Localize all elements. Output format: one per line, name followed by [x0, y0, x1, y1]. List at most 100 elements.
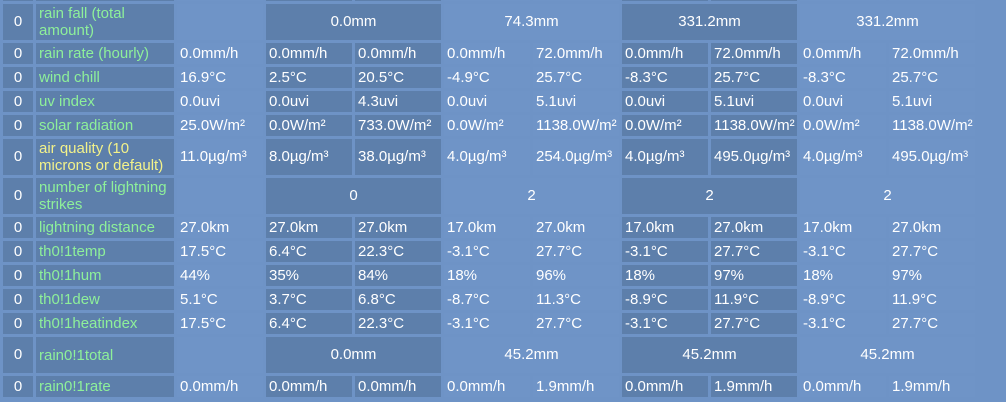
merged-value-cell: 2	[444, 178, 619, 214]
value-cell: 35%	[266, 265, 352, 286]
value-cell	[889, 0, 975, 1]
value-cell: 17.0km	[444, 217, 530, 238]
value-cell: 6.4°C	[266, 313, 352, 334]
value-cell: 22.3°C	[355, 241, 441, 262]
value-cell: -8.9°C	[800, 289, 886, 310]
value-cell: 0.0mm/h	[444, 376, 530, 397]
value-cell: 0.0mm/h	[177, 43, 263, 64]
value-cell: 4.0µg/m³	[444, 139, 530, 175]
value-cell: 0.0W/m²	[622, 115, 708, 136]
table-row: 0 wind chill 16.9°C 2.5°C 20.5°C -4.9°C 25.7°C…	[3, 67, 975, 88]
value-cell: 17.0km	[622, 217, 708, 238]
value-cell: 11.9°C	[889, 289, 975, 310]
value-cell: 18%	[444, 265, 530, 286]
value-cell: 0.0mm/h	[800, 43, 886, 64]
value-cell: 27.7°C	[889, 241, 975, 262]
value-cell: 11.9°C	[711, 289, 797, 310]
value-cell	[177, 4, 263, 40]
value-cell: 38.0µg/m³	[355, 139, 441, 175]
row-label: air quality (10 microns or default)	[36, 139, 174, 175]
row-index	[3, 0, 33, 1]
merged-value-cell: 0	[266, 178, 441, 214]
row-index: 0	[3, 241, 33, 262]
value-cell: 8.0µg/m³	[266, 139, 352, 175]
value-cell	[622, 0, 708, 1]
value-cell: 72.0mm/h	[711, 43, 797, 64]
value-cell: 2.5°C	[266, 67, 352, 88]
value-cell: 0.0uvi	[800, 91, 886, 112]
row-label: rain0!1rate	[36, 376, 174, 397]
value-cell: 0.0W/m²	[266, 115, 352, 136]
table-row: 0 air quality (10 microns or default) 11.0…	[3, 139, 975, 175]
value-cell: 1.9mm/h	[889, 376, 975, 397]
value-cell: -8.3°C	[800, 67, 886, 88]
value-cell: -3.1°C	[622, 313, 708, 334]
value-cell: -3.1°C	[800, 313, 886, 334]
value-cell: 17.5°C	[177, 313, 263, 334]
value-cell: 733.0W/m²	[355, 115, 441, 136]
value-cell: 0.0uvi	[177, 91, 263, 112]
table-row: 0 rain rate (hourly) 0.0mm/h 0.0mm/h 0.0mm/h…	[3, 43, 975, 64]
merged-value-cell: 331.2mm	[800, 4, 975, 40]
row-index: 0	[3, 115, 33, 136]
value-cell: 0.0uvi	[266, 91, 352, 112]
value-cell: 18%	[622, 265, 708, 286]
value-cell: 3.7°C	[266, 289, 352, 310]
value-cell: 16.9°C	[177, 67, 263, 88]
value-cell: -8.3°C	[622, 67, 708, 88]
merged-value-cell: 331.2mm	[622, 4, 797, 40]
row-index: 0	[3, 265, 33, 286]
row-label: rain rate (hourly)	[36, 43, 174, 64]
value-cell: 25.7°C	[533, 67, 619, 88]
value-cell	[711, 0, 797, 1]
value-cell: 1138.0W/m²	[889, 115, 975, 136]
value-cell: 27.0km	[533, 217, 619, 238]
value-cell: 0.0mm/h	[355, 43, 441, 64]
value-cell: 0.0mm/h	[177, 376, 263, 397]
value-cell	[177, 178, 263, 214]
value-cell: 5.1uvi	[889, 91, 975, 112]
value-cell: 11.0µg/m³	[177, 139, 263, 175]
merged-value-cell: 0.0mm	[266, 4, 441, 40]
value-cell: 0.0mm/h	[800, 376, 886, 397]
merged-value-cell: 45.2mm	[622, 337, 797, 373]
value-cell: 6.4°C	[266, 241, 352, 262]
row-label: rain0!1total	[36, 337, 174, 373]
merged-value-cell: 2	[800, 178, 975, 214]
value-cell: -3.1°C	[444, 241, 530, 262]
table-row: 0 number of lightning strikes 0 2 2 2	[3, 178, 975, 214]
value-cell: 0.0uvi	[622, 91, 708, 112]
table-row: 0 lightning distance 27.0km 27.0km 27.0km 17.…	[3, 217, 975, 238]
row-index: 0	[3, 337, 33, 373]
table-row: 0 uv index 0.0uvi 0.0uvi 4.3uvi 0.0uvi 5.1uvi 0…	[3, 91, 975, 112]
value-cell: 97%	[711, 265, 797, 286]
value-cell: 0.0mm/h	[622, 376, 708, 397]
value-cell: 20.5°C	[355, 67, 441, 88]
value-cell: 1138.0W/m²	[711, 115, 797, 136]
value-cell: 0.0W/m²	[800, 115, 886, 136]
table-row: 0 th0!1heatindex 17.5°C 6.4°C 22.3°C -3.1°C 27…	[3, 313, 975, 334]
value-cell: 1.9mm/h	[533, 376, 619, 397]
value-cell: 25.7°C	[889, 67, 975, 88]
value-cell: 4.3uvi	[355, 91, 441, 112]
row-index: 0	[3, 289, 33, 310]
value-cell	[533, 0, 619, 1]
value-cell: -3.1°C	[444, 313, 530, 334]
value-cell: 27.0km	[711, 217, 797, 238]
value-cell: 0.0mm/h	[622, 43, 708, 64]
value-cell: -8.7°C	[444, 289, 530, 310]
value-cell	[266, 0, 352, 1]
value-cell: 72.0mm/h	[889, 43, 975, 64]
value-cell: 6.8°C	[355, 289, 441, 310]
value-cell: 97%	[889, 265, 975, 286]
value-cell: 0.0mm/h	[355, 376, 441, 397]
row-label: th0!1hum	[36, 265, 174, 286]
value-cell: 495.0µg/m³	[889, 139, 975, 175]
row-index: 0	[3, 139, 33, 175]
table-row: 0 rain0!1rate 0.0mm/h 0.0mm/h 0.0mm/h 0.0mm/h…	[3, 376, 975, 397]
table-row: 0 th0!1dew 5.1°C 3.7°C 6.8°C -8.7°C 11.3°C -8.9…	[3, 289, 975, 310]
value-cell: 27.7°C	[889, 313, 975, 334]
row-index: 0	[3, 4, 33, 40]
value-cell: 27.0km	[177, 217, 263, 238]
row-index: 0	[3, 43, 33, 64]
